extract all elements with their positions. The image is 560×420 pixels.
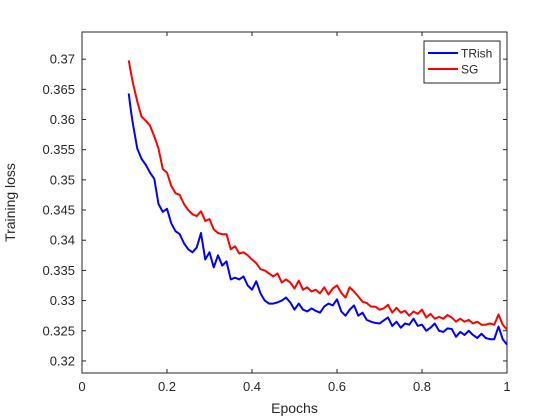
y-tick-label: 0.35 bbox=[50, 172, 75, 187]
x-axis-label: Epochs bbox=[271, 400, 318, 416]
y-tick-label: 0.325 bbox=[42, 323, 75, 338]
axes-box bbox=[81, 31, 508, 374]
x-tick-label: 1 bbox=[503, 379, 510, 394]
y-tick-label: 0.345 bbox=[42, 203, 75, 218]
x-tick-label: 0.4 bbox=[243, 379, 261, 394]
y-tick-label: 0.335 bbox=[42, 263, 75, 278]
legend-box bbox=[423, 40, 501, 84]
legend-label-sg: SG bbox=[461, 63, 478, 77]
legend: TRish SG bbox=[423, 40, 501, 84]
y-tick-label: 0.37 bbox=[50, 52, 75, 67]
x-tick-label: 0.8 bbox=[413, 379, 431, 394]
y-tick-label: 0.33 bbox=[50, 293, 75, 308]
y-tick-label: 0.36 bbox=[50, 112, 75, 127]
series-line-trish bbox=[127, 93, 508, 346]
x-axis-ticks: 0 0.2 0.4 0.6 0.8 1 bbox=[78, 32, 511, 394]
series-line-sg bbox=[127, 60, 508, 331]
y-tick-label: 0.32 bbox=[50, 353, 75, 368]
x-tick-label: 0.2 bbox=[158, 379, 176, 394]
x-tick-label: 0 bbox=[78, 379, 85, 394]
series-layer bbox=[127, 60, 508, 346]
y-tick-label: 0.34 bbox=[50, 233, 75, 248]
plot-area bbox=[81, 31, 508, 374]
y-axis-label: Training loss bbox=[2, 163, 18, 242]
y-tick-label: 0.365 bbox=[42, 82, 75, 97]
legend-label-trish: TRish bbox=[461, 47, 492, 61]
y-axis-ticks: 0.32 0.325 0.33 0.335 0.34 0.345 0.35 0.355 0.36… bbox=[42, 52, 507, 368]
x-tick-label: 0.6 bbox=[328, 379, 346, 394]
y-tick-label: 0.355 bbox=[42, 142, 75, 157]
